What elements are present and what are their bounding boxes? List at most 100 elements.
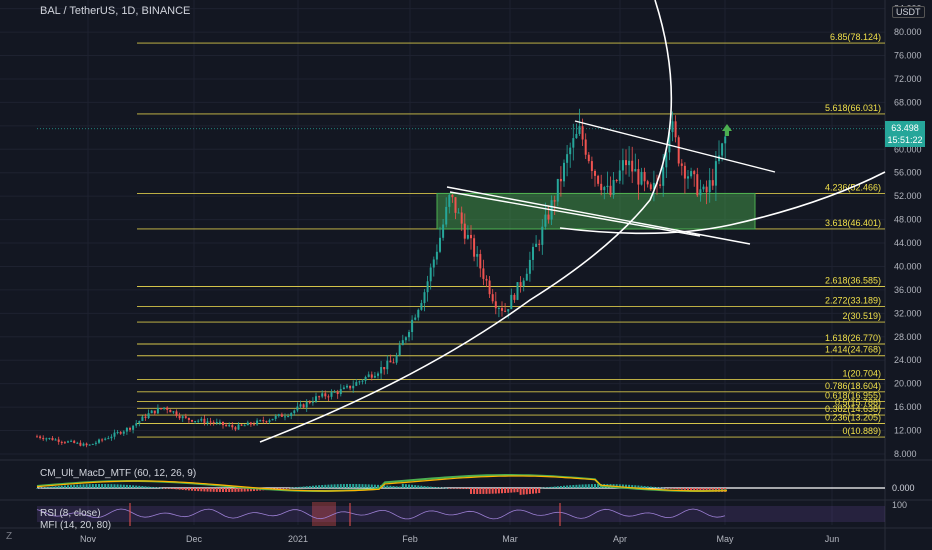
candle [349,385,352,391]
candle [519,276,522,293]
candle-body [178,415,181,419]
candle-body [541,226,544,245]
macd-bar [305,486,308,488]
candle-body [497,308,500,310]
macd-bar [218,488,221,492]
macd-bar [197,488,200,492]
candle [218,419,221,426]
candle-body [169,409,172,413]
candle [119,430,122,435]
candle [187,417,190,424]
macd-bar [674,488,677,490]
macd-bar [253,488,255,492]
candle-body [553,200,556,202]
candle-body [504,310,507,312]
candle-body [426,281,429,293]
candle [395,352,398,365]
macd-indicator-label[interactable]: CM_Ult_MacD_MTF (60, 12, 26, 9) [40,468,197,479]
macd-bar [88,484,91,488]
candle [51,436,54,441]
currency-badge[interactable]: USDT [892,6,925,18]
macd-bar [494,488,497,494]
up-arrow-icon [722,124,732,136]
macd-bar [640,485,643,488]
candle [696,167,699,197]
candle [435,244,438,265]
candle-body [147,413,150,419]
macd-bar [497,488,500,494]
price-tick-label: 68.000 [894,97,922,107]
candle [535,235,538,248]
macd-bar [541,487,544,489]
fib-label: 2.272(33.189) [825,295,881,305]
candle [373,372,376,379]
macd-bar [172,488,175,490]
macd-bar [398,486,401,488]
macd-bar [39,487,42,489]
candle-body [566,154,569,163]
mfi-indicator-label[interactable]: MFI (14, 20, 80) [40,520,112,531]
candle-body [163,407,166,409]
macd-bar [392,486,395,488]
macd-bar [203,488,206,492]
macd-bar [656,487,658,488]
macd-bar [528,488,531,494]
macd-bar [566,485,569,488]
macd-bar [473,488,476,494]
candle [315,392,317,403]
candle-body [94,442,97,444]
candle-body [445,206,448,225]
macd-bar [104,484,107,488]
candle-body [454,197,457,213]
rsi-indicator-label[interactable]: RSI (8, close) [40,508,101,519]
macd-bar [293,487,296,488]
macd-bar [581,484,584,488]
candle [240,424,243,427]
candle [510,288,513,310]
candle [346,383,348,389]
candle [175,409,178,418]
macd-bar [550,486,553,488]
candle-body [287,416,290,418]
macd-bar [643,486,646,488]
candle [538,239,541,252]
candle-body [674,121,677,138]
macd-bar [163,488,166,489]
candle-body [206,421,209,423]
candle-body [116,432,119,434]
macd-bar [463,488,466,489]
candle-body [442,224,445,238]
candle-body [398,345,401,356]
candle [377,371,379,379]
price-tick-label: 80.000 [894,27,922,37]
candle-body [584,139,587,155]
candle [683,162,686,194]
macd-bar [150,486,153,488]
candle [572,123,575,161]
macd-bar [646,486,649,488]
z-icon[interactable]: Z [6,531,13,542]
candle [566,144,569,177]
candle [203,415,206,426]
candle-body [302,404,305,408]
candle [274,414,277,422]
macd-bar [519,488,522,495]
macd-bar [116,484,119,488]
candle-body [290,413,293,417]
candle-body [256,420,259,425]
candle-body [82,443,85,446]
candle-body [57,439,60,442]
candle [575,123,578,139]
candle-body [240,424,243,426]
candle-body [342,387,345,390]
candle [339,384,342,397]
macd-bar [457,488,460,489]
macd-bar [132,485,135,488]
macd-bar [702,488,705,492]
macd-bar [432,486,435,488]
candle [423,289,426,312]
macd-bar [187,488,190,491]
candle [609,176,612,198]
